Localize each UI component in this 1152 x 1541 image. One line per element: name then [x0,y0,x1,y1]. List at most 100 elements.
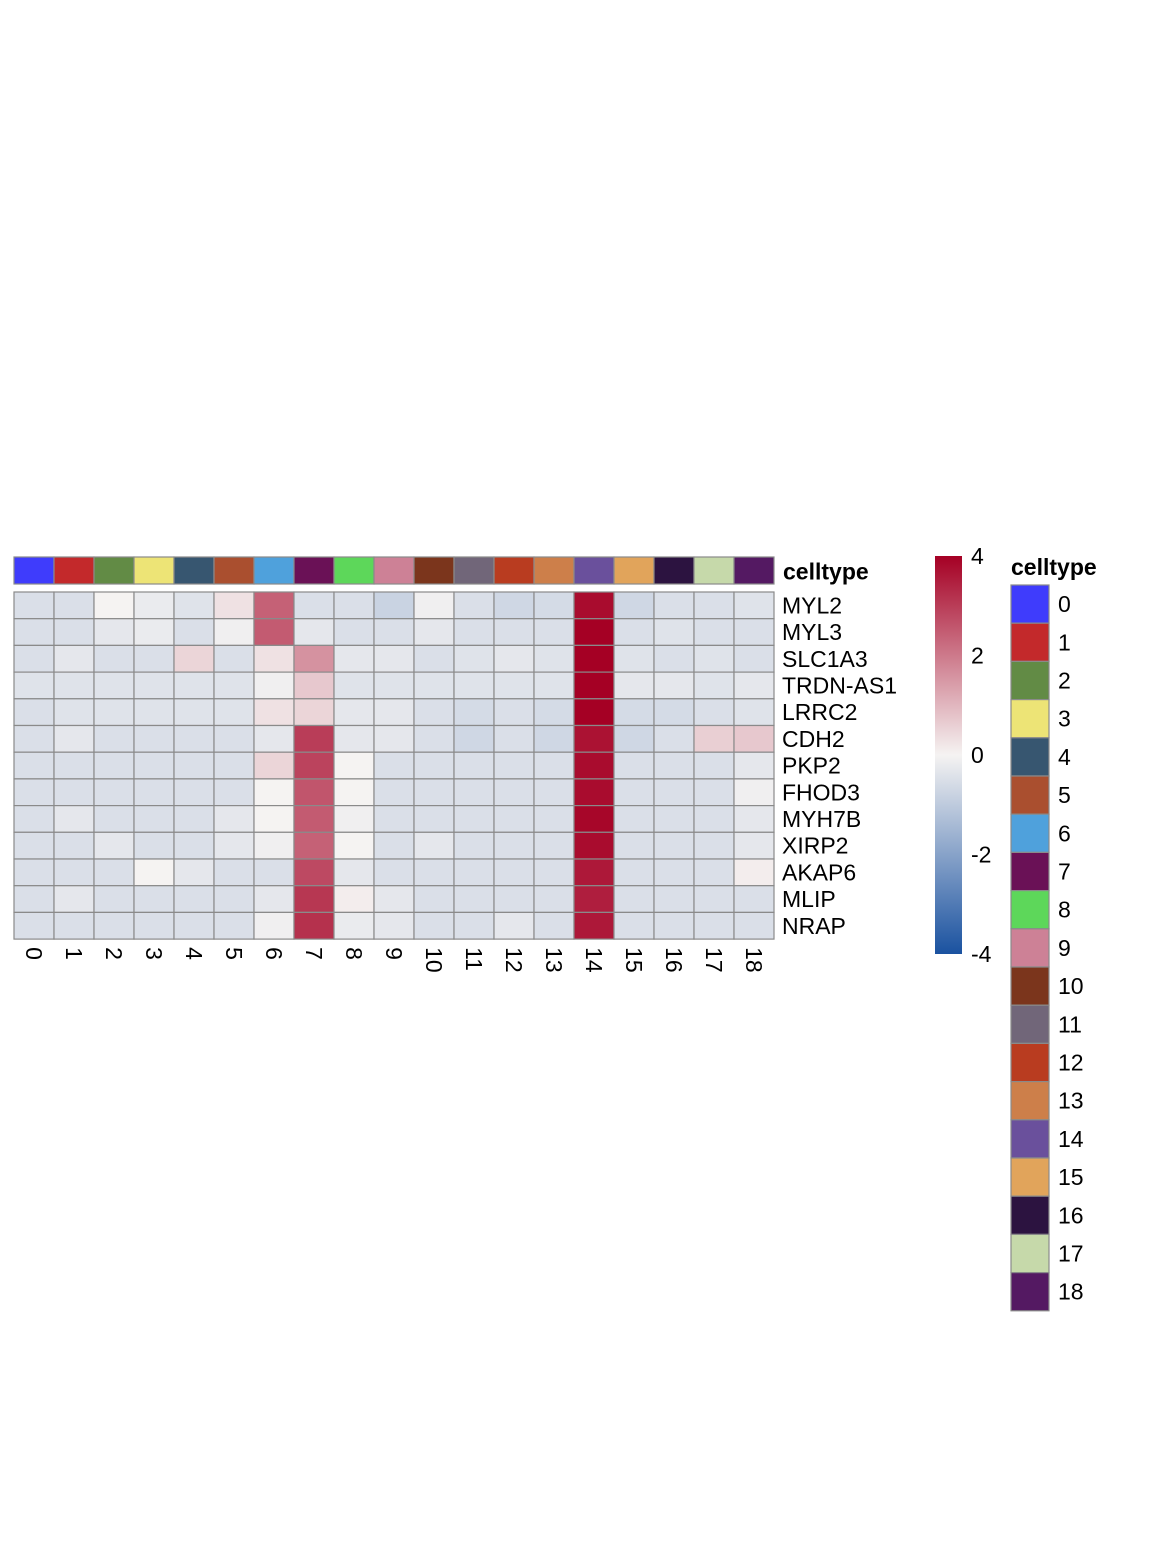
heatmap-cell [413,778,455,807]
heatmap-cell [613,698,655,727]
heatmap-cell [213,911,255,940]
legend-label-14: 14 [1058,1126,1084,1152]
legend-swatch-10 [1010,966,1050,1006]
heatmap-cell [53,885,95,914]
legend-label-16: 16 [1058,1202,1084,1228]
heatmap-cell [693,698,735,727]
colorbar [935,556,962,954]
heatmap-cell [333,778,375,807]
legend-swatch-0 [1010,584,1050,624]
heatmap-cell [253,751,295,780]
legend-swatch-5 [1010,775,1050,815]
heatmap-cell [613,911,655,940]
heatmap-cell [333,858,375,887]
legend-swatch-9 [1010,928,1050,968]
heatmap-cell [293,778,335,807]
heatmap-cell [493,591,535,620]
heatmap-cell [213,751,255,780]
heatmap-cell [13,698,55,727]
heatmap-cell [533,724,575,753]
heatmap-cell [693,858,735,887]
legend-label-4: 4 [1058,744,1071,770]
column-label-6: 6 [261,947,287,960]
heatmap-cell [613,618,655,647]
heatmap-cell [93,885,135,914]
heatmap-cell [213,618,255,647]
heatmap-cell [453,858,495,887]
column-label-4: 4 [181,947,207,960]
legend-swatch-7 [1010,851,1050,892]
row-label-XIRP2: XIRP2 [782,833,848,859]
heatmap-cell [373,698,415,727]
heatmap-cell [693,618,735,647]
annotation-cell-6 [253,556,295,585]
heatmap-cell [13,885,55,914]
heatmap-cell [733,804,775,833]
heatmap-cell [253,724,295,753]
heatmap-cell [613,724,655,753]
heatmap-cell [573,751,615,780]
heatmap-cell [13,778,55,807]
heatmap-cell [653,885,695,914]
heatmap-cell [373,804,415,833]
heatmap-cell [93,831,135,860]
column-label-1: 1 [61,947,87,960]
annotation-cell-8 [333,556,375,585]
heatmap-cell [413,804,455,833]
column-label-15: 15 [621,947,647,973]
heatmap-cell [413,671,455,700]
legend-label-6: 6 [1058,820,1071,846]
heatmap-cell [613,831,655,860]
heatmap-cell [413,858,455,887]
heatmap-cell [13,831,55,860]
heatmap-cell [53,644,95,673]
annotation-cell-12 [493,556,535,585]
heatmap-cell [653,644,695,673]
heatmap-cell [133,831,175,860]
heatmap-cell [93,591,135,620]
annotation-cell-16 [653,556,695,585]
column-label-17: 17 [701,947,727,973]
legend-swatch-12 [1010,1042,1050,1083]
heatmap-cell [133,804,175,833]
row-label-SLC1A3: SLC1A3 [782,646,868,672]
heatmap-cell [253,911,295,940]
heatmap-cell [173,618,215,647]
heatmap-cell [53,618,95,647]
heatmap-cell [413,911,455,940]
heatmap-cell [533,831,575,860]
heatmap-cell [693,751,735,780]
heatmap-cell [373,724,415,753]
heatmap-cell [173,831,215,860]
heatmap-cell [413,831,455,860]
heatmap-cell [613,671,655,700]
heatmap-cell [53,911,95,940]
legend-swatch-17 [1010,1233,1050,1274]
heatmap-cell [413,724,455,753]
heatmap-cell [533,698,575,727]
row-label-NRAP: NRAP [782,913,846,939]
row-label-CDH2: CDH2 [782,726,845,752]
legend-label-18: 18 [1058,1279,1084,1305]
heatmap-cell [453,671,495,700]
heatmap-cell [493,724,535,753]
heatmap-cell [373,885,415,914]
annotation-cell-14 [573,556,615,585]
heatmap-cell [413,885,455,914]
heatmap-cell [653,671,695,700]
heatmap-cell [653,618,695,647]
heatmap-cell [733,831,775,860]
heatmap-cell [253,671,295,700]
heatmap-cell [733,618,775,647]
heatmap-cell [493,778,535,807]
heatmap-cell [733,591,775,620]
column-label-7: 7 [301,947,327,960]
heatmap-cell [573,671,615,700]
heatmap-cell [173,751,215,780]
heatmap-cell [653,858,695,887]
heatmap-cell [333,885,375,914]
legend-swatch-6 [1010,813,1050,854]
heatmap-cell [253,778,295,807]
heatmap-cell [333,671,375,700]
annotation-cell-9 [373,556,415,585]
